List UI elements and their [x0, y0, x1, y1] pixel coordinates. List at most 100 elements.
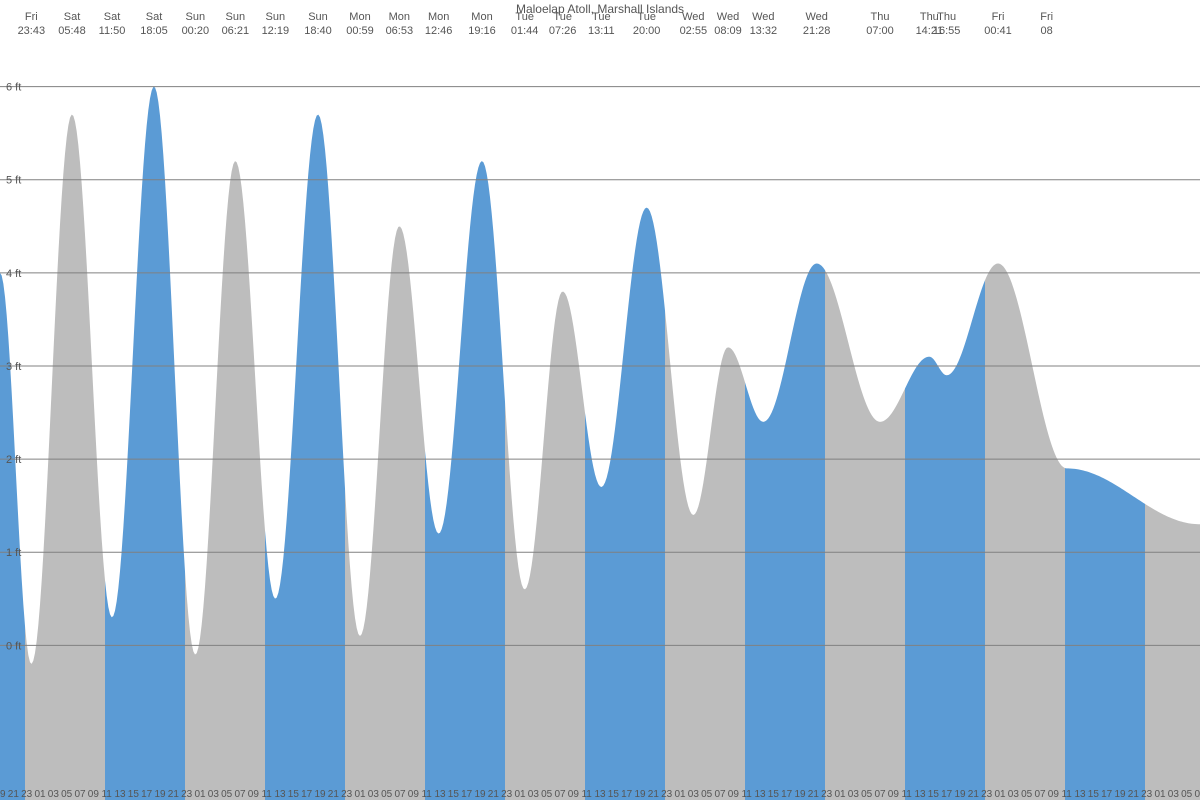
x-hour-label: 05 — [381, 789, 393, 800]
x-hour-label: 15 — [928, 789, 940, 800]
x-hour-label: 09 — [1048, 789, 1060, 800]
x-hour-label: 11 — [261, 789, 272, 800]
top-tick-time: 08 — [1041, 25, 1053, 37]
tide-area — [1065, 468, 1145, 800]
tide-area — [105, 87, 185, 800]
x-hour-label: 17 — [461, 789, 473, 800]
x-hour-label: 13 — [274, 789, 286, 800]
x-hour-label: 19 — [474, 789, 486, 800]
x-hour-label: 17 — [1101, 789, 1113, 800]
top-tick-day: Mon — [349, 11, 370, 23]
tide-area — [585, 208, 665, 800]
top-tick-time: 05:48 — [58, 25, 86, 37]
x-hour-label: 01 — [194, 789, 206, 800]
top-tick-time: 12:46 — [425, 25, 453, 37]
top-tick-time: 06:21 — [222, 25, 250, 37]
x-hour-label: 21 — [648, 789, 660, 800]
top-tick-time: 08:09 — [714, 25, 742, 37]
x-hour-label: 21 — [1128, 789, 1140, 800]
x-hour-label: 13 — [594, 789, 606, 800]
x-hour-label: 17 — [941, 789, 953, 800]
x-hour-label: 21 — [328, 789, 340, 800]
y-tick-label: 1 ft — [6, 547, 21, 559]
top-tick-time: 00:59 — [346, 25, 374, 37]
x-hour-label: 19 — [794, 789, 806, 800]
tide-area — [0, 273, 25, 800]
top-tick-time: 00:41 — [984, 25, 1012, 37]
x-hour-label: 15 — [288, 789, 300, 800]
x-hour-label: 07 — [874, 789, 886, 800]
x-hour-label: 01 — [354, 789, 366, 800]
x-hour-label: 13 — [754, 789, 766, 800]
x-hour-label: 03 — [1008, 789, 1020, 800]
x-hour-label: 05 — [1181, 789, 1193, 800]
top-tick-day: Sat — [64, 11, 81, 23]
tide-area — [1145, 504, 1200, 800]
x-hour-label: 01 — [514, 789, 526, 800]
x-hour-label: 03 — [208, 789, 220, 800]
x-hour-label: 07 — [714, 789, 726, 800]
top-tick-day: Fri — [992, 11, 1005, 23]
x-hour-label: 23 — [661, 789, 673, 800]
x-hour-label: 21 — [808, 789, 820, 800]
x-hour-label: 13 — [434, 789, 446, 800]
x-hour-label: 23 — [21, 789, 33, 800]
top-tick-day: Sun — [226, 11, 246, 23]
x-hour-label: 21 — [8, 789, 20, 800]
x-hour-label: 03 — [48, 789, 60, 800]
y-tick-label: 4 ft — [6, 268, 21, 280]
x-hour-label: 09 — [88, 789, 100, 800]
top-tick-time: 00:20 — [182, 25, 210, 37]
tide-area — [25, 115, 105, 800]
top-tick-time: 21:28 — [803, 25, 831, 37]
x-hour-label: 17 — [301, 789, 313, 800]
x-hour-label: 19 — [1114, 789, 1126, 800]
top-tick-time: 07:00 — [866, 25, 894, 37]
top-tick-day: Tue — [637, 11, 656, 23]
x-hour-label: 03 — [688, 789, 700, 800]
y-tick-label: 3 ft — [6, 361, 21, 373]
x-hour-label: 13 — [1074, 789, 1086, 800]
x-hour-label: 11 — [421, 789, 432, 800]
x-hour-label: 07 — [394, 789, 406, 800]
y-tick-label: 2 ft — [6, 454, 21, 466]
top-tick-day: Tue — [515, 11, 534, 23]
top-tick-time: 02:55 — [680, 25, 708, 37]
top-tick-time: 12:19 — [262, 25, 290, 37]
top-tick-day: Tue — [592, 11, 611, 23]
x-hour-label: 11 — [581, 789, 592, 800]
y-tick-label: 5 ft — [6, 175, 21, 187]
x-hour-label: 15 — [1088, 789, 1100, 800]
top-tick-day: Thu — [871, 11, 890, 23]
top-tick-time: 23:43 — [18, 25, 46, 37]
x-hour-label: 05 — [861, 789, 873, 800]
x-hour-label: 05 — [541, 789, 553, 800]
tide-area — [905, 280, 985, 800]
x-hour-label: 23 — [821, 789, 833, 800]
x-hour-label: 15 — [448, 789, 460, 800]
x-hour-label: 03 — [1168, 789, 1180, 800]
tide-area — [345, 226, 425, 800]
x-hour-label: 23 — [1141, 789, 1153, 800]
tide-chart: 0 ft1 ft2 ft3 ft4 ft5 ft6 ft192123010305… — [0, 0, 1200, 800]
tide-area — [985, 264, 1065, 800]
x-hour-label: 15 — [768, 789, 780, 800]
tide-area — [825, 270, 905, 800]
top-tick-time: 13:32 — [750, 25, 778, 37]
x-hour-label: 21 — [488, 789, 500, 800]
top-tick-day: Sun — [186, 11, 206, 23]
x-hour-label: 05 — [701, 789, 713, 800]
x-hour-label: 13 — [114, 789, 126, 800]
x-hour-label: 19 — [314, 789, 326, 800]
top-tick-time: 01:44 — [511, 25, 539, 37]
x-hour-label: 23 — [341, 789, 353, 800]
x-hour-label: 09 — [888, 789, 900, 800]
x-hour-label: 09 — [728, 789, 740, 800]
x-hour-label: 19 — [634, 789, 646, 800]
x-hour-label: 05 — [1021, 789, 1033, 800]
top-tick-day: Thu — [920, 11, 939, 23]
x-hour-label: 03 — [848, 789, 860, 800]
x-hour-label: 01 — [674, 789, 686, 800]
x-hour-label: 09 — [248, 789, 260, 800]
x-hour-label: 17 — [141, 789, 153, 800]
